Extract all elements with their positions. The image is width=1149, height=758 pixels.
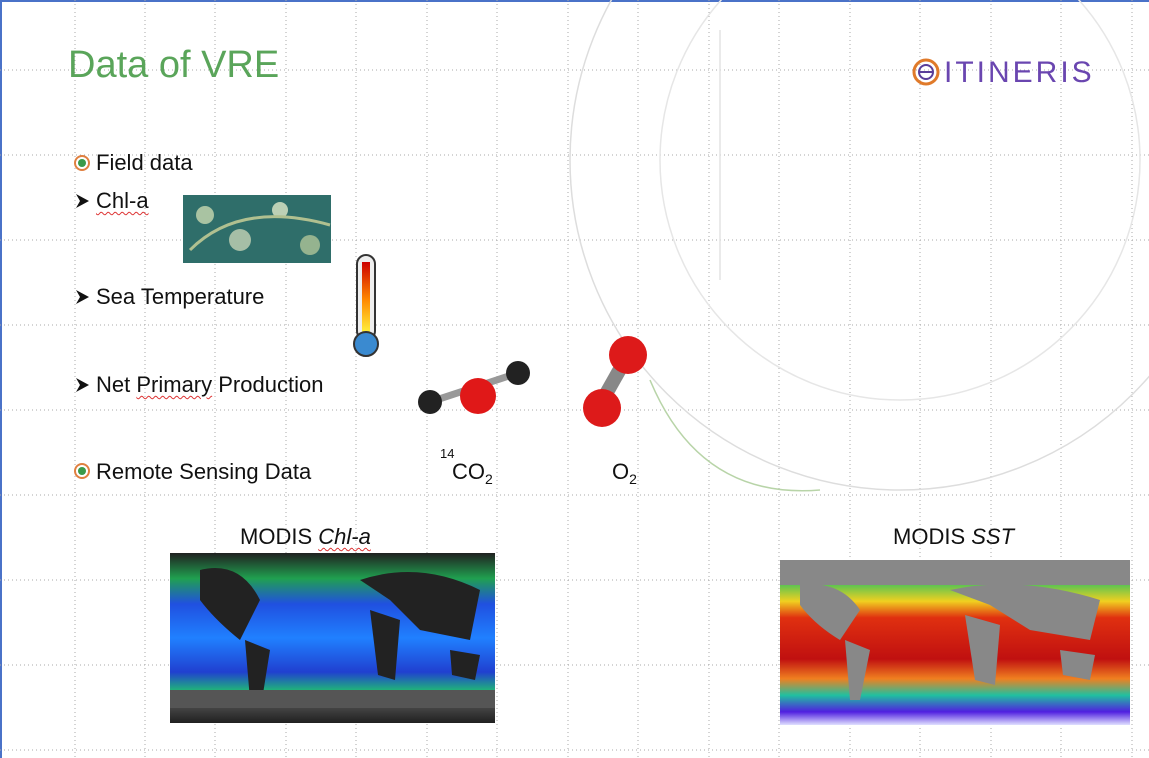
caption-prefix: MODIS [893, 524, 966, 549]
bullet-text: Field data [96, 150, 193, 175]
co2-molecule [418, 361, 530, 414]
o2-molecule [583, 336, 647, 427]
isotope-label: 14 [440, 446, 455, 461]
chl-map-image [170, 553, 495, 723]
bullet-text: Chl-a [96, 188, 149, 213]
bullet-icons [74, 155, 90, 479]
subscript: 2 [485, 471, 493, 487]
slide-title: Data of VRE [68, 44, 280, 86]
text-run: Net [96, 372, 137, 397]
caption-italic: SST [971, 524, 1015, 549]
bullet-text: Sea Temperature [96, 284, 265, 309]
formula: O [612, 459, 630, 484]
logo-text: ITINERIS [944, 56, 1095, 89]
bullet-text: Remote Sensing Data [96, 459, 312, 484]
molecule-label: CO2 [452, 459, 493, 487]
text-run: Production [212, 372, 324, 397]
formula: CO [452, 459, 485, 484]
bullet-text: Net Primary Production [96, 372, 323, 398]
molecule-label: O2 [612, 459, 637, 487]
caption-prefix: MODIS [240, 524, 313, 549]
map-caption: MODIS Chl-a [240, 524, 371, 550]
plankton-image [183, 195, 331, 263]
text-run: Primary [136, 372, 213, 397]
map-caption: MODIS SST [893, 524, 1014, 550]
thermometer-icon [353, 254, 379, 357]
caption-italic: Chl-a [318, 524, 371, 549]
sst-map-image [780, 560, 1130, 725]
watermark-arcs [569, 0, 1149, 492]
subscript: 2 [629, 471, 637, 487]
logo-icon [912, 58, 940, 86]
